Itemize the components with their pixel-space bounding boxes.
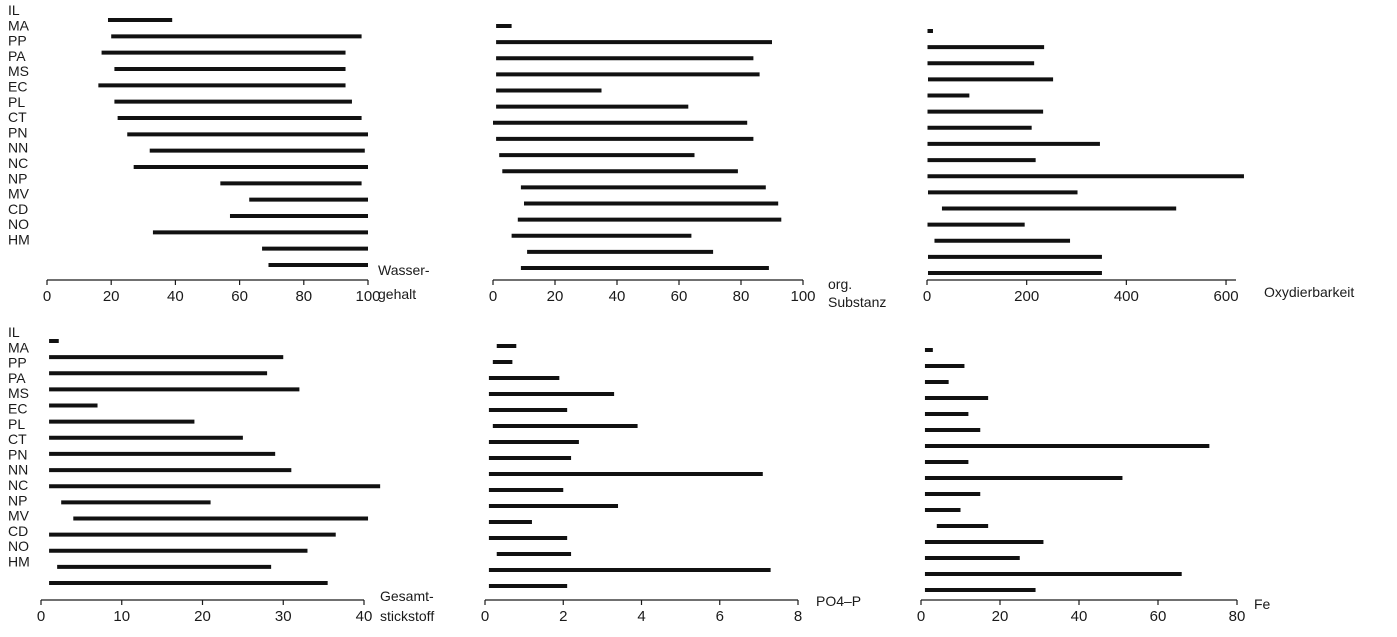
x-tick-label: 40	[1071, 608, 1088, 625]
category-label: EC	[8, 79, 27, 95]
category-label: EC	[8, 401, 27, 417]
category-label: CT	[8, 109, 27, 125]
category-label: MV	[8, 508, 30, 524]
category-label: PA	[8, 48, 26, 64]
x-axis-label: Substanz	[828, 294, 886, 310]
category-label: MS	[8, 63, 29, 79]
category-label: NN	[8, 462, 28, 478]
x-tick-label: 30	[275, 608, 292, 625]
category-label: PA	[8, 370, 26, 386]
category-label: NO	[8, 538, 29, 554]
x-tick-label: 0	[917, 608, 925, 625]
x-tick-label: 40	[167, 288, 184, 305]
category-label: IL	[8, 2, 20, 18]
x-tick-label: 80	[733, 288, 750, 305]
x-tick-label: 0	[923, 288, 931, 305]
category-label: PN	[8, 124, 27, 140]
x-tick-label: 20	[992, 608, 1009, 625]
x-tick-label: 80	[1229, 608, 1246, 625]
x-axis-label: Gesamt-	[380, 588, 434, 604]
x-tick-label: 20	[103, 288, 120, 305]
x-axis-label: org.	[828, 276, 852, 292]
x-tick-label: 80	[295, 288, 312, 305]
category-label: CD	[8, 523, 28, 539]
x-axis-label: Fe	[1254, 596, 1271, 612]
category-label: MA	[8, 17, 30, 33]
category-label: PN	[8, 446, 27, 462]
x-tick-label: 8	[794, 608, 802, 625]
x-tick-label: 0	[43, 288, 51, 305]
x-tick-label: 2	[559, 608, 567, 625]
x-tick-label: 60	[1150, 608, 1167, 625]
x-tick-label: 0	[37, 608, 45, 625]
x-tick-label: 600	[1214, 288, 1239, 305]
x-tick-label: 0	[489, 288, 497, 305]
x-tick-label: 40	[356, 608, 373, 625]
category-label: NC	[8, 477, 28, 493]
x-axis-label: Oxydierbarkeit	[1264, 284, 1354, 300]
category-label: PP	[8, 355, 27, 371]
x-tick-label: 60	[671, 288, 688, 305]
category-label: NP	[8, 492, 27, 508]
category-label: IL	[8, 324, 20, 340]
category-label: HM	[8, 554, 30, 570]
x-tick-label: 100	[790, 288, 815, 305]
x-tick-label: 100	[355, 288, 380, 305]
category-label: NC	[8, 155, 28, 171]
category-label: PP	[8, 33, 27, 49]
x-tick-label: 6	[716, 608, 724, 625]
x-axis-label: stickstoff	[380, 608, 434, 624]
x-tick-label: 40	[609, 288, 626, 305]
category-label: MA	[8, 339, 30, 355]
x-tick-label: 20	[547, 288, 564, 305]
category-label: CD	[8, 201, 28, 217]
x-tick-label: 400	[1114, 288, 1139, 305]
x-tick-label: 0	[481, 608, 489, 625]
x-tick-label: 200	[1014, 288, 1039, 305]
x-tick-label: 60	[231, 288, 248, 305]
category-label: CT	[8, 431, 27, 447]
category-label: NN	[8, 140, 28, 156]
category-label: HM	[8, 232, 30, 248]
category-label: PL	[8, 416, 25, 432]
x-tick-label: 20	[194, 608, 211, 625]
x-tick-label: 10	[113, 608, 130, 625]
category-label: NP	[8, 170, 27, 186]
category-label: MS	[8, 385, 29, 401]
x-tick-label: 4	[637, 608, 645, 625]
category-label: PL	[8, 94, 25, 110]
category-label: NO	[8, 216, 29, 232]
category-label: MV	[8, 186, 30, 202]
x-axis-label: Wasser-	[378, 262, 430, 278]
x-axis-label: gehalt	[378, 286, 416, 302]
x-axis-label: PO4–P	[816, 593, 861, 609]
